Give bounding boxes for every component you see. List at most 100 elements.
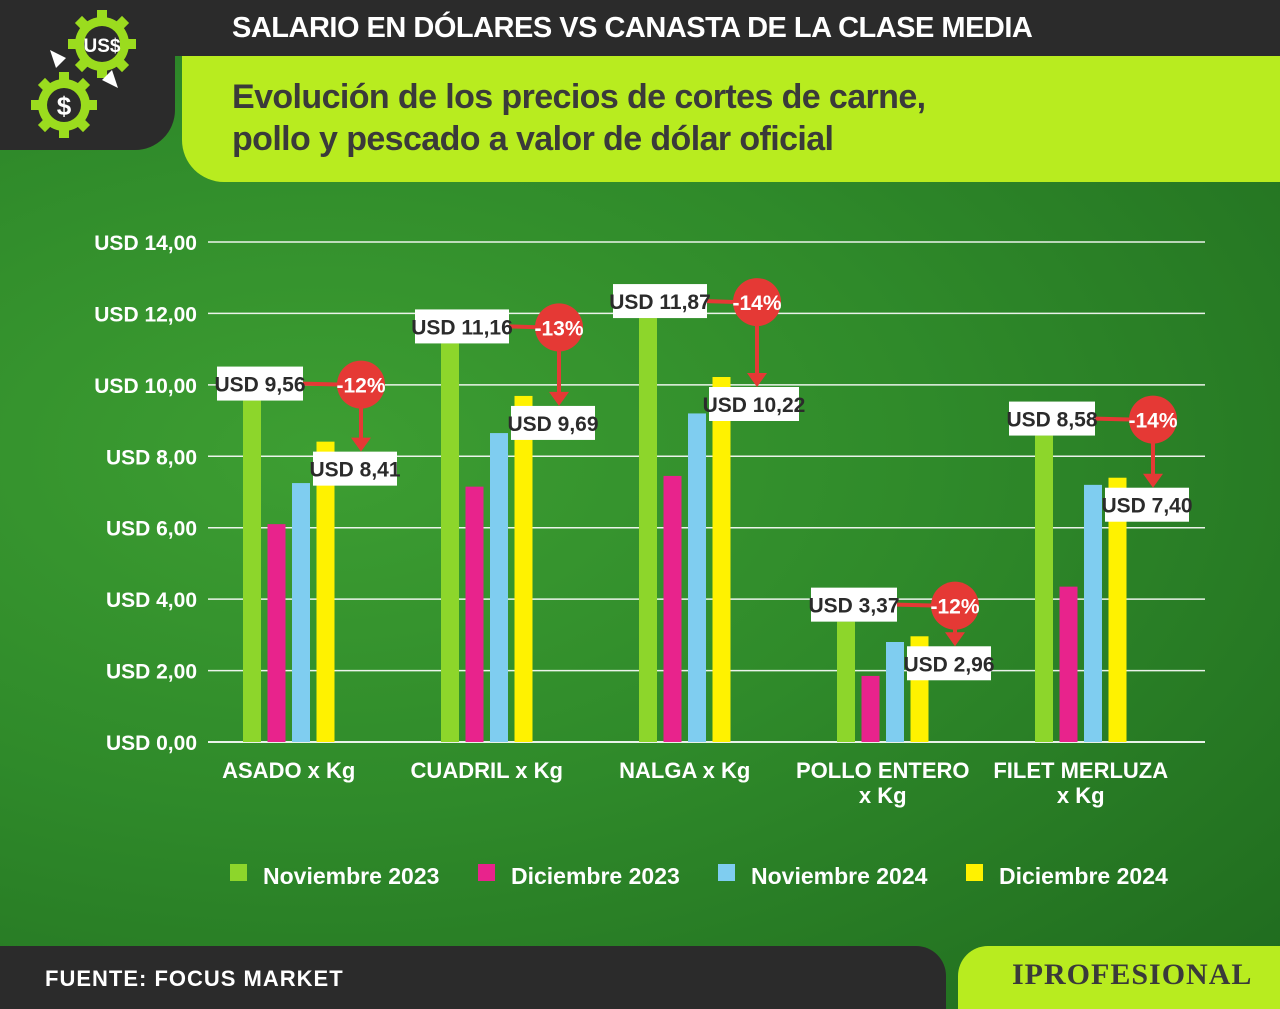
- bar: [1084, 484, 1102, 742]
- x-tick-label: CUADRIL x Kg: [411, 758, 563, 783]
- change-badge: [535, 303, 583, 352]
- legend-label: Noviembre 2023: [263, 862, 440, 889]
- end-value-box: [511, 405, 595, 440]
- legend-label: Diciembre 2024: [999, 862, 1168, 889]
- start-value-label: USD 9,56: [214, 374, 305, 397]
- x-tick-label: NALGA x Kg: [619, 758, 750, 783]
- legend-swatch: [478, 863, 495, 881]
- bar: [1035, 435, 1053, 742]
- bar: [861, 675, 880, 742]
- chart-subtitle: Evolución de los precios de cortes de ca…: [232, 76, 992, 160]
- brand-logo: IPROFESIONAL: [1012, 958, 1253, 991]
- bar: [267, 524, 286, 742]
- bar: [837, 621, 855, 742]
- start-value-box: [811, 587, 897, 622]
- legend-label: Noviembre 2024: [751, 862, 928, 889]
- start-value-box: [613, 284, 707, 319]
- legend-swatch: [718, 863, 735, 881]
- legend-item: Diciembre 2024: [966, 860, 1168, 892]
- y-tick-label: USD 0,00: [106, 732, 197, 755]
- start-value-box: [415, 309, 509, 344]
- y-tick-label: USD 8,00: [106, 446, 197, 469]
- top-bar: [0, 0, 1280, 56]
- change-label: -14%: [1128, 410, 1177, 433]
- legend-item: Noviembre 2024: [718, 860, 927, 892]
- end-value-label: USD 2,96: [903, 653, 994, 676]
- start-value-label: USD 3,37: [808, 595, 899, 618]
- legend-item: Diciembre 2023: [478, 860, 680, 892]
- x-tick-label: ASADO x Kg: [222, 758, 355, 783]
- bar: [712, 377, 731, 742]
- annotation-connector: [896, 602, 938, 608]
- start-value-label: USD 11,16: [411, 316, 513, 339]
- bar: [441, 343, 459, 742]
- annotation-connector: [1094, 416, 1136, 422]
- logo-peso-text: $: [57, 91, 72, 121]
- start-value-box: [217, 366, 303, 401]
- end-value-box: [907, 646, 991, 681]
- end-value-box: [313, 451, 397, 486]
- arrow-down-icon: [945, 632, 965, 647]
- start-value-box: [1009, 401, 1095, 436]
- change-label: -13%: [534, 317, 583, 340]
- subtitle-line-2: pollo y pescado a valor de dólar oficial: [232, 120, 834, 158]
- bar: [316, 441, 335, 742]
- annotation-connector: [302, 381, 344, 387]
- legend-swatch: [966, 863, 983, 881]
- arrow-down-icon: [1143, 473, 1163, 488]
- y-tick-label: USD 12,00: [94, 303, 197, 326]
- bar: [243, 400, 261, 742]
- y-tick-label: USD 14,00: [94, 232, 197, 255]
- arrow-down-icon: [549, 391, 569, 406]
- brand-panel: [958, 946, 1280, 1009]
- legend-item: Noviembre 2023: [230, 860, 439, 892]
- y-tick-label: USD 6,00: [106, 518, 197, 541]
- bar-chart: USD 0,00 USD 2,00 USD 4,00 USD 6,00 USD 8,00…: [94, 232, 1205, 808]
- bar: [639, 318, 657, 742]
- y-tick-label: USD 4,00: [106, 589, 197, 612]
- x-tick-label: x Kg: [859, 783, 907, 808]
- gears-logo-icon: US$ $: [31, 10, 136, 138]
- x-tick-label: POLLO ENTERO: [796, 758, 970, 783]
- gear-dollar-icon: US$: [68, 10, 136, 78]
- end-value-label: USD 10,22: [703, 394, 806, 417]
- bar: [292, 483, 310, 742]
- change-label: -12%: [336, 375, 385, 398]
- legend-label: Diciembre 2023: [511, 862, 680, 889]
- subtitle-line-1: Evolución de los precios de cortes de ca…: [232, 78, 926, 116]
- x-tick-label: x Kg: [1057, 783, 1105, 808]
- exchange-arrows-icon: [50, 50, 118, 88]
- arrow-down-icon: [351, 437, 371, 452]
- arrow-down-icon: [747, 373, 767, 387]
- bar: [490, 433, 508, 742]
- logo-panel: US$ $: [0, 0, 175, 150]
- subtitle-panel: [182, 56, 1280, 182]
- start-value-label: USD 11,87: [609, 291, 711, 314]
- footer-panel: [0, 946, 946, 1009]
- bar: [688, 413, 706, 742]
- end-value-label: USD 9,69: [507, 413, 598, 436]
- start-value-label: USD 8,58: [1006, 409, 1097, 432]
- x-tick-label: FILET MERLUZA: [993, 758, 1168, 783]
- change-label: -12%: [930, 596, 979, 619]
- y-tick-label: USD 2,00: [106, 661, 197, 684]
- bar: [465, 486, 484, 742]
- logo-usd-text: US$: [84, 36, 121, 57]
- header-title: SALARIO EN DÓLARES VS CANASTA DE LA CLAS…: [232, 12, 1033, 44]
- change-label: -14%: [732, 292, 781, 315]
- legend-swatch: [230, 863, 247, 881]
- change-badge: [931, 581, 979, 630]
- end-value-box: [1105, 487, 1189, 522]
- change-badge: [733, 278, 781, 327]
- bar: [663, 475, 682, 742]
- source-text: FUENTE: FOCUS MARKET: [45, 966, 344, 991]
- bar: [1059, 586, 1078, 742]
- bar: [886, 642, 904, 742]
- end-value-label: USD 8,41: [309, 459, 400, 482]
- chart-legend: Noviembre 2023 Diciembre 2023 Noviembre 20…: [230, 860, 1190, 892]
- change-badge: [337, 360, 385, 409]
- y-tick-label: USD 10,00: [94, 375, 197, 398]
- end-value-box: [709, 387, 799, 421]
- bar: [1108, 477, 1127, 742]
- end-value-label: USD 7,40: [1101, 495, 1192, 518]
